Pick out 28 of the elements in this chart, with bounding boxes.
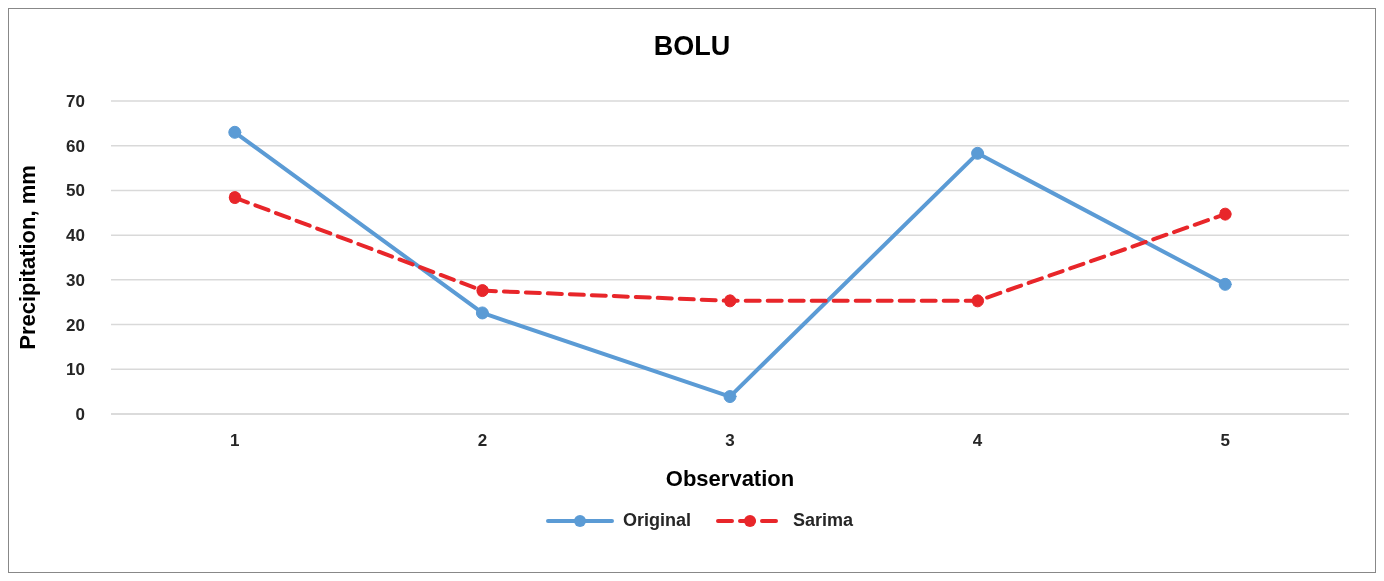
legend-label: Original bbox=[622, 510, 691, 531]
point bbox=[723, 294, 737, 308]
x-tick-label: 5 bbox=[1220, 431, 1230, 451]
point bbox=[475, 306, 489, 320]
point bbox=[1218, 207, 1232, 221]
chart-title: BOLU bbox=[652, 31, 732, 62]
x-tick-label: 2 bbox=[477, 431, 488, 451]
y-tick-label: 30 bbox=[66, 270, 85, 290]
x-axis-title: Observation bbox=[665, 466, 795, 491]
y-tick-label: 10 bbox=[66, 360, 85, 380]
point bbox=[228, 125, 242, 139]
point bbox=[971, 146, 985, 160]
point bbox=[475, 284, 489, 298]
y-tick-label: 60 bbox=[66, 136, 85, 156]
x-tick-label: 4 bbox=[972, 431, 983, 451]
x-tick-label: 3 bbox=[725, 431, 735, 451]
point bbox=[228, 191, 242, 205]
y-tick-label: 70 bbox=[66, 92, 85, 112]
y-axis-title: Precipitation, mm bbox=[14, 165, 40, 350]
y-tick-label: 50 bbox=[66, 181, 85, 201]
x-tick-label: 1 bbox=[230, 431, 240, 451]
y-tick-label: 40 bbox=[66, 226, 85, 246]
point bbox=[723, 390, 737, 404]
point bbox=[1218, 277, 1232, 291]
y-tick-label: 0 bbox=[75, 405, 85, 425]
y-tick-label: 20 bbox=[66, 315, 85, 335]
point bbox=[971, 294, 985, 308]
legend-label: Sarima bbox=[792, 510, 854, 531]
